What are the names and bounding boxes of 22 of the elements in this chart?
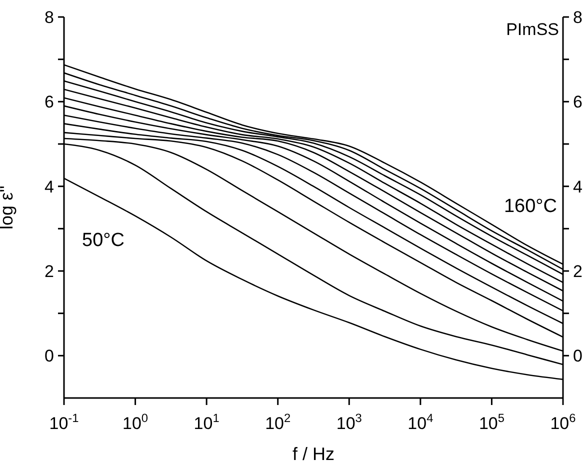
y-tick-label: 8 — [44, 8, 54, 27]
y2-tick-label: 6 — [573, 92, 582, 112]
x-tick-label: 10$^{2}$ — [265, 411, 292, 433]
x-tick-label: 10$^{-1}$ — [49, 411, 80, 433]
annotation: PImSS — [506, 20, 559, 40]
x-tick-label: 10$^{3}$ — [336, 411, 362, 433]
y-tick-label: 0 — [44, 346, 54, 366]
y2-tick-label: 4 — [573, 177, 582, 196]
y-tick-label: 4 — [44, 177, 54, 196]
x-tick-label: 10$^{4}$ — [408, 411, 434, 433]
x-tick-label: 10$^{6}$ — [550, 411, 576, 433]
y2-tick-label: 2 — [573, 262, 582, 281]
y-tick-label: 6 — [44, 92, 54, 112]
annotation: 160°C — [504, 196, 557, 218]
annotation: 50°C — [82, 230, 124, 252]
x-tick-label: 10$^{5}$ — [478, 411, 505, 433]
y2-tick-label: 8 — [573, 8, 582, 27]
x-tick-label: 10$^{0}$ — [122, 411, 148, 433]
x-tick-label: 10$^{1}$ — [194, 411, 220, 433]
y2-tick-label: 0 — [573, 346, 582, 366]
y-tick-label: 2 — [44, 262, 54, 281]
x-axis-title: f / Hz — [292, 444, 335, 464]
